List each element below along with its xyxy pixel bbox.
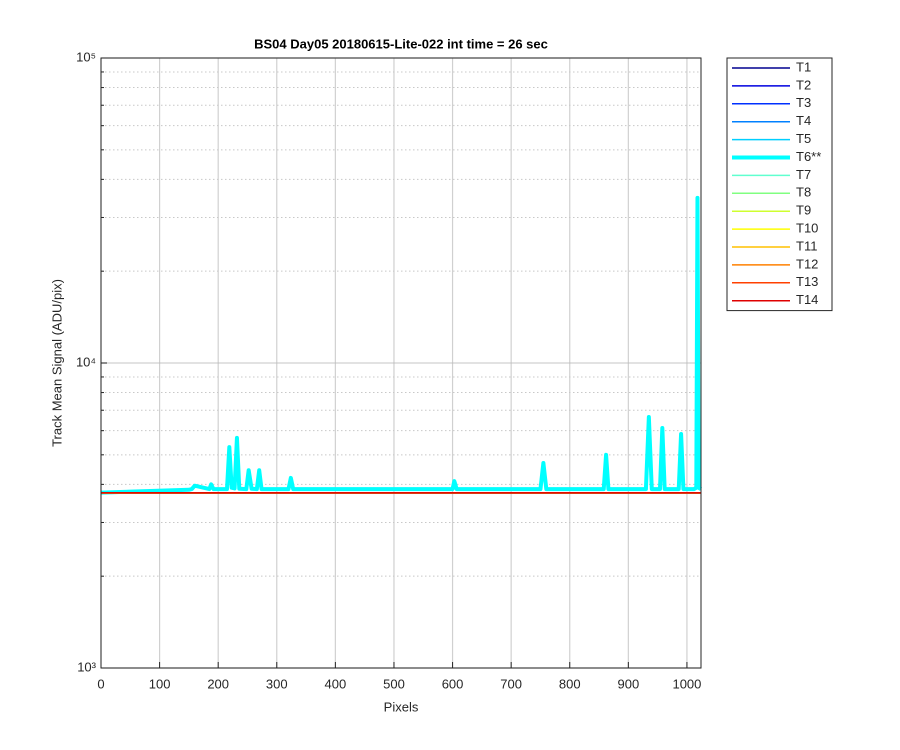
x-tick-label: 600 [442,676,464,691]
y-tick-label: 10³ [77,659,96,674]
x-tick-label: 500 [383,676,405,691]
x-tick-label: 1000 [672,676,701,691]
legend-label: T6** [796,149,821,164]
x-tick-label: 100 [149,676,171,691]
x-tick-label: 200 [207,676,229,691]
x-tick-label: 900 [617,676,639,691]
y-axis-label: Track Mean Signal (ADU/pix) [49,279,64,447]
y-tick-label: 10⁵ [76,49,96,64]
legend-label: T12 [796,256,818,271]
x-tick-label: 300 [266,676,288,691]
legend-label: T2 [796,77,811,92]
x-tick-label: 800 [559,676,581,691]
series-line [100,195,703,495]
legend-box [726,57,833,312]
legend: T1 T2 T3 T4 T5 T6** T7 T8 T9 T10 T11 T12 T13 T14 [726,57,833,312]
legend-label: T13 [796,274,818,289]
y-tick-label: 10⁴ [76,354,96,369]
legend-label: T7 [796,167,811,182]
legend-label: T4 [796,113,811,128]
legend-label: T9 [796,203,811,218]
legend-label: T14 [796,292,818,307]
legend-label: T10 [796,221,818,236]
lines [100,195,703,495]
x-tick-label: 700 [500,676,522,691]
legend-label: T8 [796,185,811,200]
chart-title: BS04 Day05 20180615-Lite-022 int time = … [254,36,548,51]
x-tick-label: 400 [325,676,347,691]
legend-label: T3 [796,95,811,110]
legend-label: T11 [796,238,817,253]
x-axis-label: Pixels [384,699,419,714]
legend-label: T1 [796,59,811,74]
x-tick-label: 0 [97,676,104,691]
ticks: 0 100 200 300 400 500 600 700 800 900 1000 10³ 10⁴ 10… [76,49,701,691]
legend-label: T5 [796,131,811,146]
